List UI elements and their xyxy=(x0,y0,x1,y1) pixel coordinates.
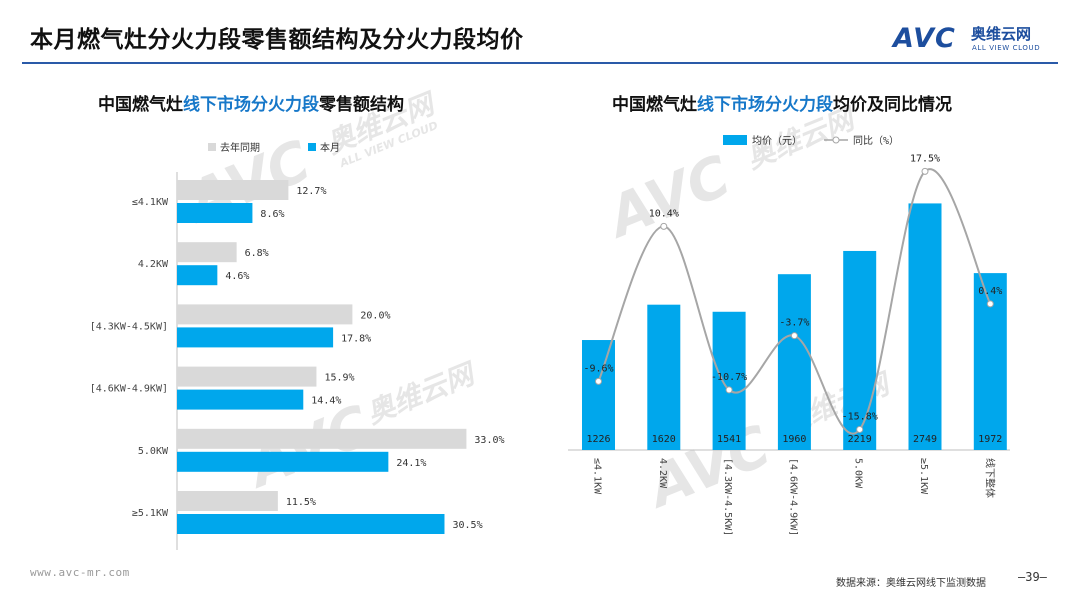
bar-avg-price xyxy=(777,274,811,450)
logo-name-en: ALL VIEW CLOUD xyxy=(972,44,1041,52)
bar-data-label: 20.0% xyxy=(360,310,390,321)
bar-data-label: 11.5% xyxy=(286,497,316,508)
right-chart-title: 中国燃气灶线下市场分火力段均价及同比情况 xyxy=(612,95,952,115)
page-number: —39— xyxy=(1018,570,1047,584)
bar-data-label: 4.6% xyxy=(225,271,249,282)
category-tick-label: 5.0KW xyxy=(138,446,169,457)
legend-label: 均价（元） xyxy=(752,135,802,147)
bar-data-label: 14.4% xyxy=(311,396,341,407)
legend-label: 本月 xyxy=(320,141,340,154)
line-data-label: -3.7% xyxy=(779,318,809,329)
bar-this-month xyxy=(177,451,389,472)
bar-prior-year xyxy=(177,428,467,449)
bar-data-label: 1972 xyxy=(978,434,1002,445)
category-tick-label: [4.6KW-4.9KW] xyxy=(90,384,168,395)
bar-data-label: 2219 xyxy=(848,434,872,445)
bar-data-label: 30.5% xyxy=(452,520,482,531)
yoy-point xyxy=(921,167,929,175)
logo-mark: AVC xyxy=(893,23,956,54)
bar-data-label: 1226 xyxy=(586,434,610,445)
footer-source: 数据来源：奥维云网线下监测数据 xyxy=(836,578,986,589)
brand-logo: AVC 奥维云网 ALL VIEW CLOUD xyxy=(893,21,1063,57)
yoy-point xyxy=(790,332,798,340)
bar-avg-price xyxy=(647,304,681,450)
bar-data-label: 2749 xyxy=(913,434,937,445)
category-tick-label: 线下整体 xyxy=(983,458,996,498)
yoy-point xyxy=(595,377,602,385)
legend-marker xyxy=(832,136,840,144)
bar-this-month xyxy=(177,203,253,223)
line-data-label: -10.7% xyxy=(711,372,747,383)
title-divider xyxy=(22,62,1058,64)
legend-label: 去年同期 xyxy=(220,141,260,154)
bar-avg-price xyxy=(582,340,615,450)
legend-swatch xyxy=(208,143,216,151)
yoy-point xyxy=(986,300,994,308)
bar-prior-year xyxy=(177,304,353,325)
retail-structure-bar-chart: 去年同期 本月 ≤4.1KW 12.7% 8.6% 4.2KW 6.8% 4.6% [4.3KW… xyxy=(90,141,505,550)
bar-data-label: 1541 xyxy=(717,434,741,445)
yoy-point xyxy=(660,222,668,230)
bar-prior-year xyxy=(177,491,278,511)
line-data-label: 0.4% xyxy=(978,286,1002,297)
bar-prior-year xyxy=(177,180,289,200)
legend-label: 同比（%） xyxy=(853,135,899,147)
bar-data-label: 12.7% xyxy=(296,186,326,197)
category-tick-label: [4.3KW-4.5KW] xyxy=(722,458,733,536)
category-tick-label: 4.2KW xyxy=(138,259,169,270)
logo-name-cn: 奥维云网 xyxy=(971,25,1032,43)
bar-prior-year xyxy=(177,366,317,387)
bar-data-label: 6.8% xyxy=(245,248,269,259)
line-data-label: -15.8% xyxy=(842,411,878,422)
line-data-label: 10.4% xyxy=(649,208,679,219)
left-chart-title: 中国燃气灶线下市场分火力段零售额结构 xyxy=(98,95,404,115)
legend-swatch xyxy=(723,135,747,145)
bar-this-month xyxy=(177,514,445,534)
category-tick-label: ≤4.1KW xyxy=(132,197,169,208)
bar-prior-year xyxy=(177,242,237,263)
bar-data-label: 33.0% xyxy=(474,435,504,446)
category-tick-label: [4.6KW-4.9KW] xyxy=(787,458,798,536)
bar-avg-price xyxy=(843,250,877,450)
line-data-label: -9.6% xyxy=(583,363,613,374)
bar-data-label: 24.1% xyxy=(396,458,426,469)
legend-swatch xyxy=(308,143,316,151)
bar-data-label: 1960 xyxy=(782,434,806,445)
category-tick-label: ≥5.1KW xyxy=(918,458,929,495)
bar-this-month xyxy=(177,389,304,410)
category-tick-label: 4.2KW xyxy=(657,458,668,489)
yoy-point xyxy=(856,425,864,433)
bar-avg-price xyxy=(973,273,1007,450)
category-tick-label: 5.0KW xyxy=(853,458,864,489)
bar-this-month xyxy=(177,265,218,286)
bar-data-label: 1620 xyxy=(652,434,676,445)
bar-this-month xyxy=(177,327,334,348)
footer-url: www.avc-mr.com xyxy=(30,566,130,579)
bar-data-label: 8.6% xyxy=(260,209,284,220)
yoy-point xyxy=(725,386,733,394)
bar-data-label: 17.8% xyxy=(341,333,371,344)
bar-avg-price xyxy=(712,311,746,450)
category-tick-label: ≤4.1KW xyxy=(592,458,603,495)
avg-price-combo-chart: 均价（元） 同比（%） 1226 ≤4.1KW 1620 4.2KW 1541 [4.3KW-… xyxy=(568,135,1010,536)
slide-title: 本月燃气灶分火力段零售额结构及分火力段均价 xyxy=(30,27,524,53)
category-tick-label: ≥5.1KW xyxy=(132,508,169,519)
category-tick-label: [4.3KW-4.5KW] xyxy=(90,321,168,332)
bar-data-label: 15.9% xyxy=(324,373,354,384)
line-data-label: 17.5% xyxy=(910,153,940,164)
bar-avg-price xyxy=(908,203,942,450)
